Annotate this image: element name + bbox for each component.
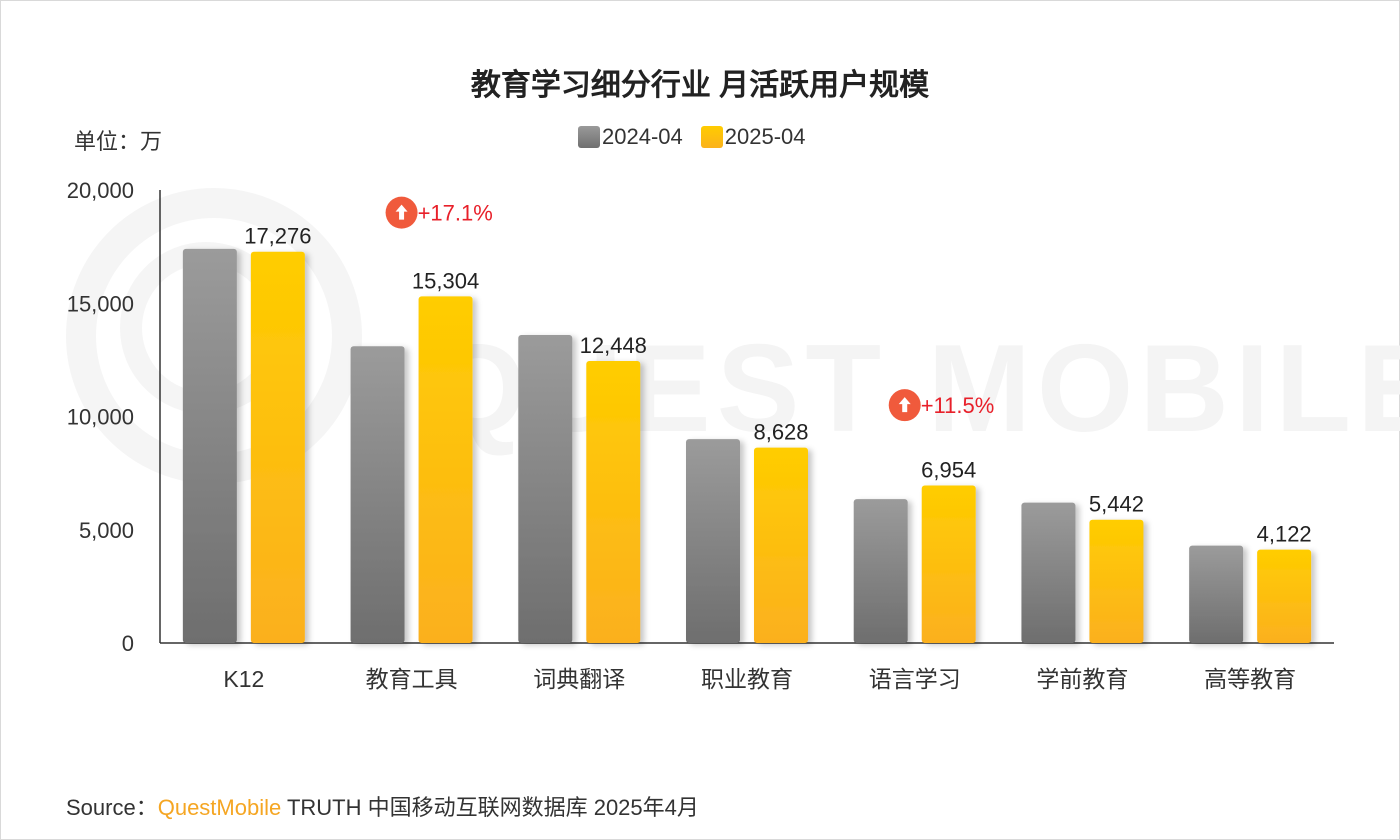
legend-label-2024: 2024-04 xyxy=(602,124,683,149)
legend-item-2024: 2024-04 xyxy=(578,124,683,150)
bar-2024-04 xyxy=(182,248,237,643)
bar-2025-04 xyxy=(250,251,305,643)
bar-2025-04 xyxy=(1257,549,1312,643)
bar-2025-04 xyxy=(418,296,473,643)
data-label: 8,628 xyxy=(753,420,808,445)
y-tick-label: 0 xyxy=(122,631,134,656)
arrow-up-glyph xyxy=(898,397,911,413)
bar-2024-04 xyxy=(350,346,405,643)
y-tick-label: 20,000 xyxy=(67,178,134,203)
source-prefix: Source： xyxy=(66,795,158,820)
data-label: 6,954 xyxy=(921,457,976,482)
data-label: 15,304 xyxy=(412,268,479,293)
chart-title: 教育学习细分行业 月活跃用户规模 xyxy=(470,69,930,102)
x-tick-label: 职业教育 xyxy=(701,666,793,692)
legend-swatch-2025 xyxy=(700,126,723,148)
bar-2024-04 xyxy=(686,439,740,643)
source-brand: QuestMobile xyxy=(157,795,282,820)
legend-swatch-2024 xyxy=(578,126,600,148)
y-tick-label: 5,000 xyxy=(79,518,134,543)
growth-annotation: +17.1% xyxy=(385,196,493,229)
data-label: 12,448 xyxy=(580,333,647,358)
x-tick-label: 语言学习 xyxy=(869,666,961,692)
bars xyxy=(182,248,1312,643)
growth-annotation-text: +17.1% xyxy=(418,201,493,226)
bar-2024-04 xyxy=(1021,502,1076,643)
source-line: Source：QuestMobile TRUTH 中国移动互联网数据库 2025… xyxy=(66,790,699,822)
x-tick-label: 教育工具 xyxy=(366,666,458,692)
legend-label-2025: 2025-04 xyxy=(724,124,806,149)
x-tick-label: 高等教育 xyxy=(1204,666,1296,692)
bar-2024-04 xyxy=(1189,545,1244,643)
bar-2024-04 xyxy=(853,499,908,643)
labels: 17,276 K12 15,304 教育工具 12,448 词典翻译 8,628 职业教育 6,… xyxy=(223,196,1312,692)
y-tick-label: 15,000 xyxy=(67,291,134,316)
data-label: 17,276 xyxy=(244,224,311,249)
bar-2024-04 xyxy=(518,334,573,643)
source-suffix: TRUTH 中国移动互联网数据库 2025年4月 xyxy=(281,795,699,820)
unit-label: 单位：万 xyxy=(74,129,163,154)
bar-2025-04 xyxy=(586,361,641,643)
growth-annotation-text: +11.5% xyxy=(921,393,995,418)
arrow-up-glyph xyxy=(395,204,408,220)
bar-2025-04 xyxy=(921,485,976,643)
growth-annotation: +11.5% xyxy=(888,389,995,422)
x-tick-label: 词典翻译 xyxy=(533,666,625,692)
data-label: 4,122 xyxy=(1257,522,1312,547)
legend: 2024-04 2025-04 xyxy=(578,124,824,150)
bar-2025-04 xyxy=(754,447,808,643)
x-tick-label: 学前教育 xyxy=(1036,666,1128,692)
legend-item-2025: 2025-04 xyxy=(700,124,806,150)
y-tick-label: 10,000 xyxy=(67,405,134,430)
bar-2025-04 xyxy=(1089,519,1144,643)
data-label: 5,442 xyxy=(1089,492,1144,517)
x-tick-label: K12 xyxy=(223,666,264,692)
